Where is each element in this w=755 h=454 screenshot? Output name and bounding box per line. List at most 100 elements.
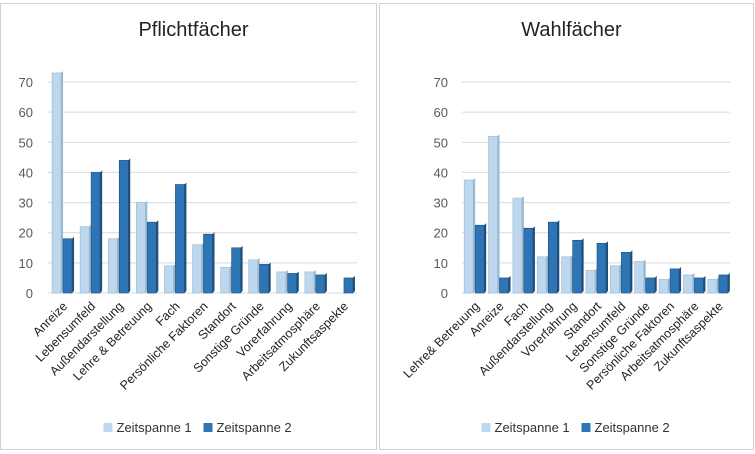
bar-side [570, 254, 573, 293]
bar-side [257, 257, 260, 293]
bar-zeitspanne-2 [523, 227, 534, 294]
bar-side [240, 245, 243, 293]
bar-side [352, 275, 355, 293]
bar-side [679, 266, 682, 293]
y-tick-label: 20 [434, 226, 448, 241]
bar-side [497, 134, 500, 293]
y-tick-label: 60 [19, 105, 33, 120]
bar-side [643, 259, 646, 293]
bar-zeitspanne-2 [621, 252, 631, 294]
chart-title: Wahlfächer [521, 19, 622, 41]
bar-side [184, 182, 187, 293]
y-tick-label: 60 [434, 105, 448, 120]
bar-zeitspanne-1 [683, 274, 693, 294]
bar-side [128, 158, 131, 293]
bar-zeitspanne-1 [248, 259, 258, 294]
bar-zeitspanne-2 [645, 277, 656, 294]
bar-zeitspanne-2 [694, 277, 704, 294]
y-tick-label: 30 [434, 196, 448, 211]
bar-zeitspanne-1 [304, 271, 315, 294]
bar-side [473, 177, 476, 293]
legend-label: Zeitspanne 2 [217, 420, 292, 435]
y-tick-label: 10 [19, 256, 33, 271]
bar-side [313, 269, 316, 293]
bar-zeitspanne-1 [658, 279, 669, 294]
bar-zeitspanne-1 [707, 279, 718, 294]
bar-side [521, 196, 524, 293]
bar-side [619, 263, 622, 293]
y-tick-label: 10 [434, 256, 448, 271]
bar-side [484, 223, 487, 293]
bar-zeitspanne-2 [547, 221, 558, 294]
bar-side [546, 254, 549, 293]
bar-side [606, 241, 608, 293]
bar-side [100, 170, 103, 293]
bar-side [668, 277, 671, 293]
bar-zeitspanne-1 [220, 267, 230, 294]
bar-side [173, 263, 176, 293]
legend-label: Zeitspanne 1 [495, 420, 570, 435]
bar-side [229, 265, 232, 293]
bar-side [268, 262, 271, 293]
bar-zeitspanne-2 [499, 277, 509, 294]
bar-side [296, 271, 299, 293]
chart-panel [0, 3, 377, 450]
bar-zeitspanne-1 [79, 226, 90, 294]
bar-zeitspanne-2 [596, 242, 607, 294]
bar-zeitspanne-2 [287, 273, 298, 294]
bar-zeitspanne-2 [231, 247, 241, 294]
bar-side [201, 242, 204, 293]
bar-side [156, 220, 159, 293]
bar-zeitspanne-1 [536, 256, 547, 294]
bar-side [324, 272, 327, 293]
bar-side [557, 220, 560, 293]
bar-side [117, 236, 120, 293]
bar-side [692, 272, 695, 293]
bar-side [727, 272, 730, 293]
bar-zeitspanne-2 [118, 160, 129, 294]
bar-zeitspanne-1 [51, 72, 62, 294]
bar-zeitspanne-2 [90, 172, 101, 294]
y-tick-label: 0 [26, 286, 33, 301]
bar-zeitspanne-1 [192, 244, 202, 294]
bar-zeitspanne-2 [474, 224, 485, 294]
legend-label: Zeitspanne 2 [595, 420, 670, 435]
bar-side [703, 275, 706, 293]
bar-zeitspanne-1 [276, 271, 287, 294]
bar-side [89, 224, 92, 293]
legend-swatch [481, 423, 491, 432]
bar-zeitspanne-1 [164, 265, 174, 294]
bar-zeitspanne-2 [259, 264, 269, 294]
bar-side [285, 269, 288, 293]
bar-side [532, 226, 535, 293]
bar-side [145, 200, 148, 293]
bar-side [654, 275, 657, 293]
legend-swatch [103, 423, 113, 432]
bar-zeitspanne-1 [585, 270, 596, 294]
bar-side [630, 250, 633, 293]
bar-side [581, 238, 584, 293]
bar-zeitspanne-1 [561, 256, 571, 294]
bar-zeitspanne-1 [488, 135, 498, 294]
bar-zeitspanne-2 [315, 274, 326, 294]
bar-zeitspanne-2 [669, 268, 680, 294]
bar-zeitspanne-2 [203, 233, 213, 294]
bar-zeitspanne-1 [610, 265, 620, 294]
bar-side [212, 232, 215, 293]
legend-label: Zeitspanne 1 [117, 420, 192, 435]
y-tick-label: 70 [434, 75, 448, 90]
y-tick-label: 50 [19, 135, 33, 150]
y-tick-label: 70 [19, 75, 33, 90]
y-tick-label: 20 [19, 226, 33, 241]
legend-swatch [203, 423, 213, 432]
bar-zeitspanne-1 [463, 179, 474, 294]
bar-zeitspanne-1 [136, 202, 146, 294]
y-tick-label: 50 [434, 135, 448, 150]
bar-zeitspanne-2 [718, 274, 729, 294]
bar-zeitspanne-1 [107, 238, 118, 294]
bar-side [508, 275, 511, 293]
bar-zeitspanne-2 [343, 277, 354, 294]
bar-side [716, 277, 719, 293]
